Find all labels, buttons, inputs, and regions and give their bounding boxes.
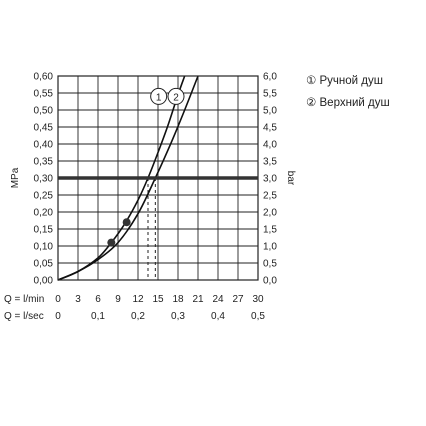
- x-tick-label-5: 15: [152, 294, 164, 305]
- y-tick-label-9: 0,45: [34, 123, 54, 134]
- legend-label-1: Ручной душ: [319, 75, 383, 87]
- y-tick-label-4: 0,20: [34, 208, 54, 219]
- x-tick-label-4: 12: [132, 294, 144, 305]
- y2-tick-label-9: 4,5: [263, 123, 277, 134]
- right-axis-ticks: 0,0 0,5 1,0 1,5 2,0 2,5 3,0 3,5 4,0 4,5 5,0 5,5 6,0: [263, 72, 277, 287]
- x-tick-label-10: 30: [252, 294, 264, 305]
- series-line-1: [57, 75, 186, 281]
- x2-tick-label-5: 0,5: [251, 311, 265, 322]
- series-1-point-1: [122, 218, 131, 227]
- series-badge-1: [150, 87, 168, 105]
- x-tick-label-8: 24: [212, 294, 224, 305]
- y2-tick-label-8: 4,0: [263, 140, 277, 151]
- y-tick-label-2: 0,10: [34, 242, 54, 253]
- y-tick-label-12: 0,60: [34, 72, 54, 83]
- left-axis-ticks: 0,00 0,05 0,10 0,15 0,20 0,25 0,30 0,35 0,40 0,45…: [34, 72, 54, 287]
- x-row-label: Q = l/min: [4, 294, 44, 305]
- x-tick-label-9: 27: [232, 294, 244, 305]
- y2-axis-label: bar: [285, 171, 296, 186]
- x-axis-ticks-lsec: 0 0,1 0,2 0,3 0,4 0,5: [55, 311, 265, 322]
- y2-tick-label-7: 3,5: [263, 157, 277, 168]
- x2-tick-label-3: 0,3: [171, 311, 185, 322]
- x2-tick-label-0: 0: [55, 311, 61, 322]
- y2-tick-label-5: 2,5: [263, 191, 277, 202]
- x-tick-label-2: 6: [95, 294, 101, 305]
- legend-marker-1: ①: [306, 75, 317, 87]
- x-tick-label-1: 3: [75, 294, 81, 305]
- y-tick-label-7: 0,35: [34, 157, 54, 168]
- x2-row-label: Q = l/sec: [4, 311, 44, 322]
- legend-item-1: ① Ручной душ: [306, 73, 383, 87]
- x-axis-ticks-lmin: 0 3 6 9 12 15 18 21 24 27 30: [55, 294, 264, 305]
- y-tick-label-8: 0,40: [34, 140, 54, 151]
- series-badge-2: [167, 87, 185, 105]
- y2-tick-label-11: 5,5: [263, 89, 277, 100]
- y2-tick-label-3: 1,5: [263, 225, 277, 236]
- series-line-2: [57, 75, 199, 281]
- y-tick-label-10: 0,50: [34, 106, 54, 117]
- y2-tick-label-12: 6,0: [263, 72, 277, 83]
- x2-tick-label-1: 0,1: [91, 311, 105, 322]
- y-tick-label-3: 0,15: [34, 225, 54, 236]
- x2-tick-label-2: 0,2: [131, 311, 145, 322]
- x-tick-label-6: 18: [172, 294, 184, 305]
- reference-dash-lines: [147, 178, 156, 280]
- series-1-point-0: [107, 238, 116, 247]
- legend-label-2: Верхний душ: [319, 97, 390, 109]
- y2-tick-label-1: 0,5: [263, 259, 277, 270]
- y-tick-label-1: 0,05: [34, 259, 54, 270]
- y2-tick-label-4: 2,0: [263, 208, 277, 219]
- series-badge-label-2: 2: [173, 92, 179, 103]
- legend-marker-2: ②: [306, 97, 317, 109]
- series-lines: [57, 75, 199, 281]
- legend-item-2: ② Верхний душ: [306, 95, 390, 109]
- series-badge-label-1: 1: [156, 92, 162, 103]
- x-tick-label-7: 21: [192, 294, 204, 305]
- y-tick-label-11: 0,55: [34, 89, 54, 100]
- y-axis-label: MPa: [10, 167, 21, 188]
- y2-tick-label-6: 3,0: [263, 174, 277, 185]
- x2-tick-label-4: 0,4: [211, 311, 225, 322]
- x-tick-label-3: 9: [115, 294, 121, 305]
- y2-tick-label-0: 0,0: [263, 276, 277, 287]
- x-tick-label-0: 0: [55, 294, 61, 305]
- y2-tick-label-10: 5,0: [263, 106, 277, 117]
- y2-tick-label-2: 1,0: [263, 242, 277, 253]
- y-tick-label-6: 0,30: [34, 174, 54, 185]
- y-tick-label-5: 0,25: [34, 191, 54, 202]
- y-tick-label-0: 0,00: [34, 276, 54, 287]
